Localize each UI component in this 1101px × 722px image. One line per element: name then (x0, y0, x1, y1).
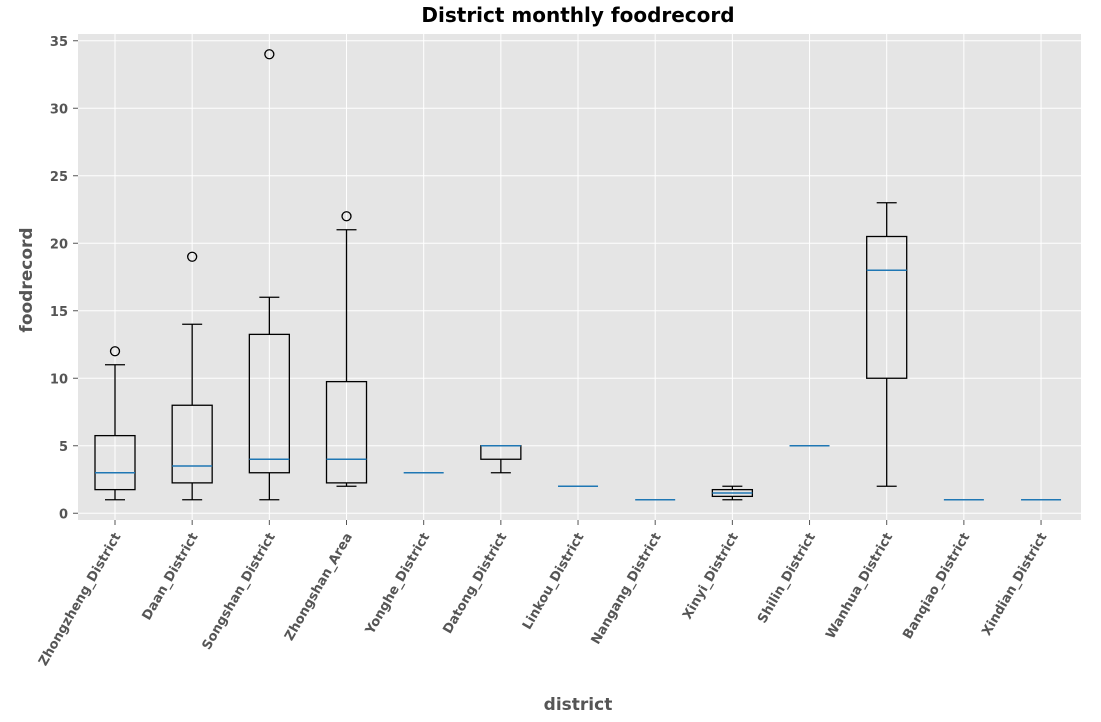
y-tick-label: 10 (50, 372, 68, 387)
plot-area: 0 5 10 15 20 25 30 35 Zhongzheng_District Daan_Di… (36, 34, 1081, 669)
box-iqr (248, 333, 290, 474)
y-tick-label: 30 (50, 102, 68, 117)
x-tick-label: Yonghe_District (363, 531, 434, 638)
x-tick-label: Shilin_District (755, 531, 819, 627)
x-tick-label: Banqiao_District (900, 531, 973, 642)
x-tick-label: Xinyi_District (680, 531, 742, 623)
x-tick-label: Zhongzheng_District (36, 531, 124, 669)
plot-background (78, 34, 1081, 520)
x-tick-label: Wanhua_District (823, 531, 896, 642)
x-tick-label: Nangang_District (589, 531, 665, 648)
outlier-point (187, 251, 198, 262)
box-iqr (94, 434, 136, 491)
x-tick-label: Daan_District (140, 531, 202, 623)
x-axis-label: district (544, 695, 613, 715)
outlier-point (109, 346, 121, 357)
y-tick-label: 35 (50, 35, 68, 50)
y-tick-label: 15 (50, 305, 68, 320)
outlier-point (264, 49, 275, 60)
y-axis-label: foodrecord (17, 227, 37, 332)
box-iqr (171, 404, 213, 484)
box-iqr (325, 380, 368, 484)
y-tick-label: 25 (50, 170, 68, 185)
y-tick-label: 0 (59, 507, 68, 522)
box-iqr (866, 235, 908, 379)
y-tick-label: 5 (59, 440, 68, 455)
x-tick-label: Datong_District (440, 531, 510, 637)
x-tick-label: Songshan_District (200, 531, 279, 653)
outlier-point (341, 211, 352, 222)
y-tick-label: 20 (50, 237, 68, 252)
x-tick-label: Zhongshan_Area (282, 531, 356, 644)
chart-title: District monthly foodrecord (421, 3, 734, 27)
x-tick-label: Xindian_District (980, 531, 1051, 639)
x-tick-label: Linkou_District (520, 531, 587, 633)
